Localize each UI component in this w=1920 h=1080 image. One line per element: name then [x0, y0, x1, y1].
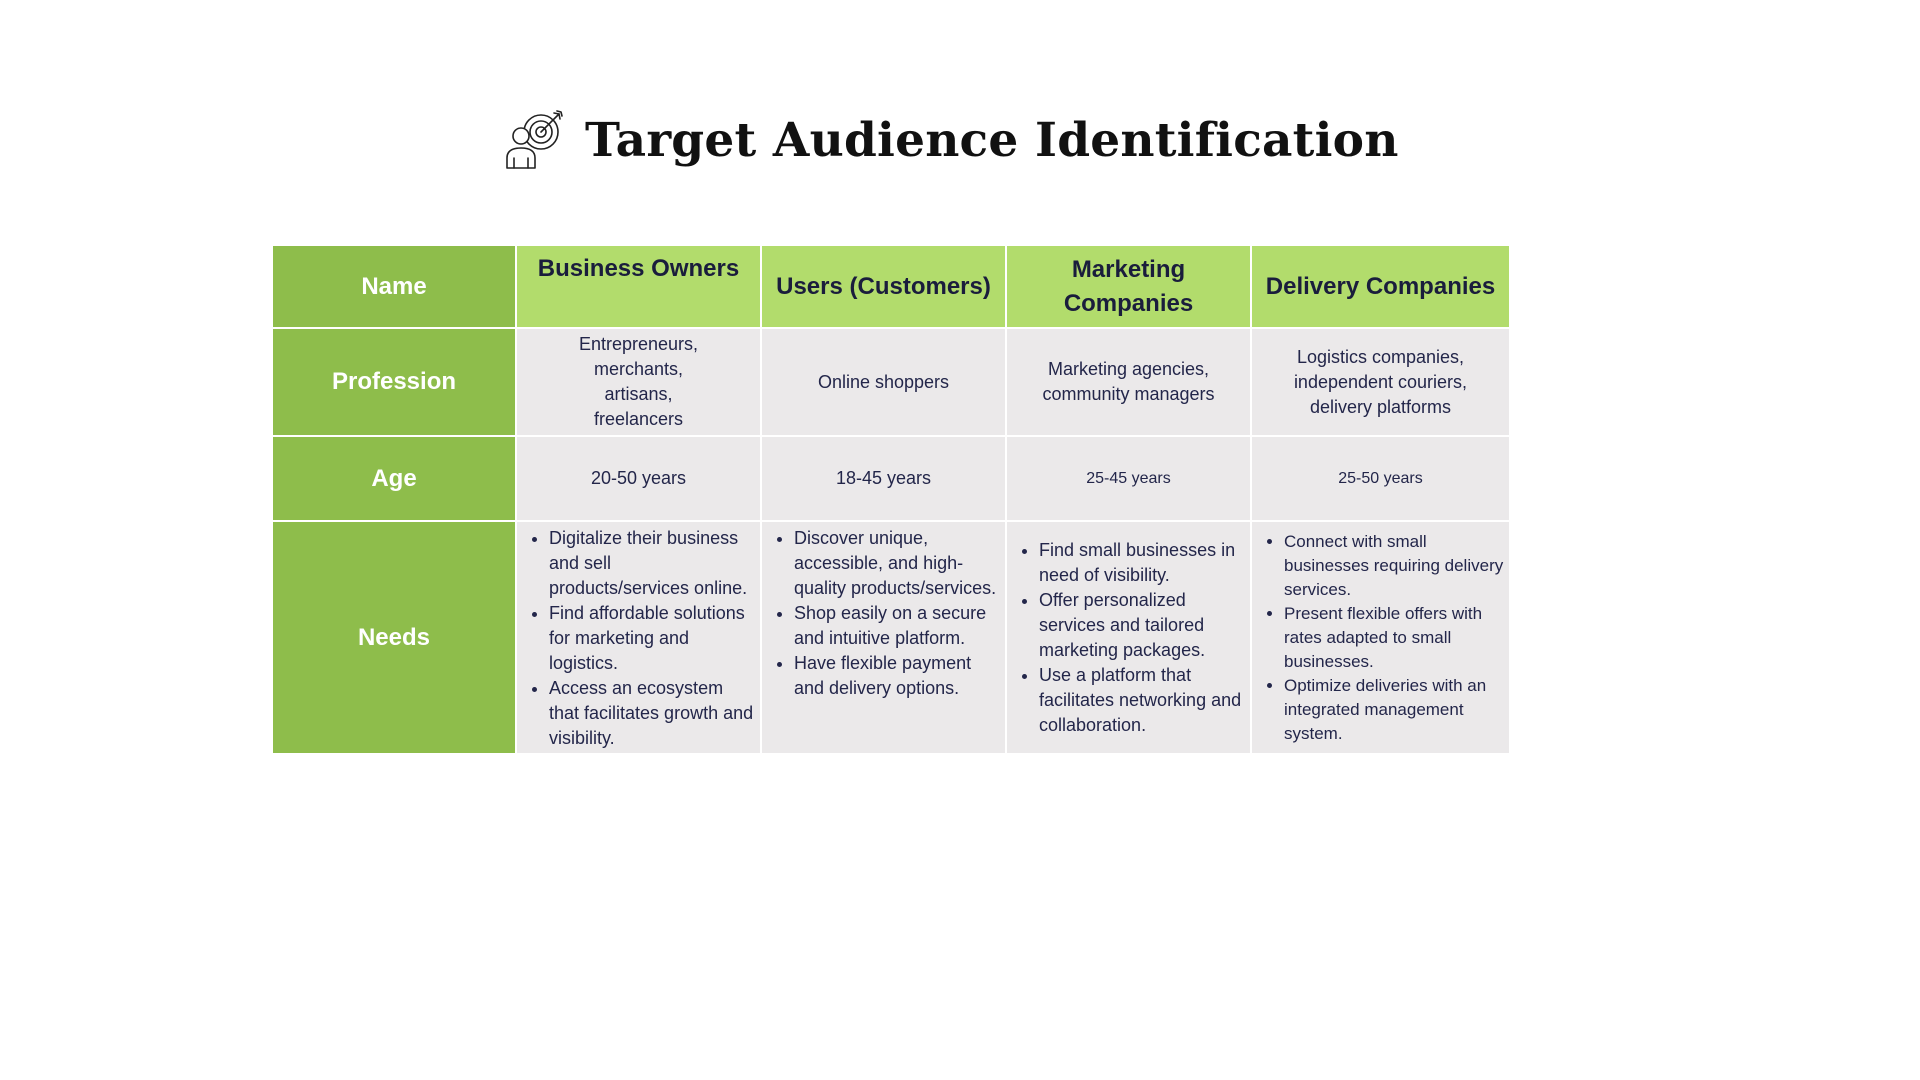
list-item: Have flexible payment and delivery optio…: [794, 651, 1001, 701]
needs-marketing-companies: Find small businesses in need of visibil…: [1005, 520, 1252, 755]
column-header-users: Users (Customers): [760, 244, 1007, 329]
needs-business-owners: Digitalize their business and sell produ…: [515, 520, 762, 755]
column-header-marketing-companies: Marketing Companies: [1005, 244, 1252, 329]
title-block: Target Audience Identification: [503, 108, 1399, 172]
list-item: Digitalize their business and sell produ…: [549, 526, 756, 601]
target-audience-icon: [506, 110, 563, 169]
profession-users: Online shoppers: [760, 327, 1007, 437]
age-delivery-companies: 25-50 years: [1250, 435, 1511, 522]
age-marketing-companies: 25-45 years: [1005, 435, 1252, 522]
column-header-business-owners: Business Owners: [515, 244, 762, 329]
row-header-profession: Profession: [271, 327, 517, 437]
list-item: Connect with small businesses requiring …: [1284, 530, 1505, 602]
table-row-needs: Needs Digitalize their business and sell…: [271, 520, 1511, 755]
row-header-name: Name: [271, 244, 517, 329]
profession-business-owners: Entrepreneurs, merchants, artisans, free…: [515, 327, 762, 437]
list-item: Access an ecosystem that facilitates gro…: [549, 676, 756, 751]
needs-list: Discover unique, accessible, and high-qu…: [770, 526, 1001, 701]
list-item: Offer personalized services and tailored…: [1039, 588, 1246, 663]
needs-list: Digitalize their business and sell produ…: [525, 526, 756, 751]
row-header-needs: Needs: [271, 520, 517, 755]
page-title: Target Audience Identification: [585, 112, 1399, 168]
column-header-delivery-companies: Delivery Companies: [1250, 244, 1511, 329]
row-header-age: Age: [271, 435, 517, 522]
age-business-owners: 20-50 years: [515, 435, 762, 522]
profession-marketing-companies: Marketing agencies, community managers: [1005, 327, 1252, 437]
table-row-profession: Profession Entrepreneurs, merchants, art…: [271, 327, 1511, 437]
list-item: Discover unique, accessible, and high-qu…: [794, 526, 1001, 601]
list-item: Present flexible offers with rates adapt…: [1284, 602, 1505, 674]
needs-list: Connect with small businesses requiring …: [1260, 530, 1505, 746]
needs-delivery-companies: Connect with small businesses requiring …: [1250, 520, 1511, 755]
list-item: Shop easily on a secure and intuitive pl…: [794, 601, 1001, 651]
profession-delivery-companies: Logistics companies, independent courier…: [1250, 327, 1511, 437]
audience-table: Name Business Owners Users (Customers) M…: [271, 244, 1511, 755]
list-item: Use a platform that facilitates networki…: [1039, 663, 1246, 738]
age-users: 18-45 years: [760, 435, 1007, 522]
list-item: Find affordable solutions for marketing …: [549, 601, 756, 676]
list-item: Optimize deliveries with an integrated m…: [1284, 674, 1505, 746]
needs-list: Find small businesses in need of visibil…: [1015, 538, 1246, 738]
needs-users: Discover unique, accessible, and high-qu…: [760, 520, 1007, 755]
list-item: Find small businesses in need of visibil…: [1039, 538, 1246, 588]
table-row-name: Name Business Owners Users (Customers) M…: [271, 244, 1511, 329]
table-row-age: Age 20-50 years 18-45 years 25-45 years …: [271, 435, 1511, 522]
